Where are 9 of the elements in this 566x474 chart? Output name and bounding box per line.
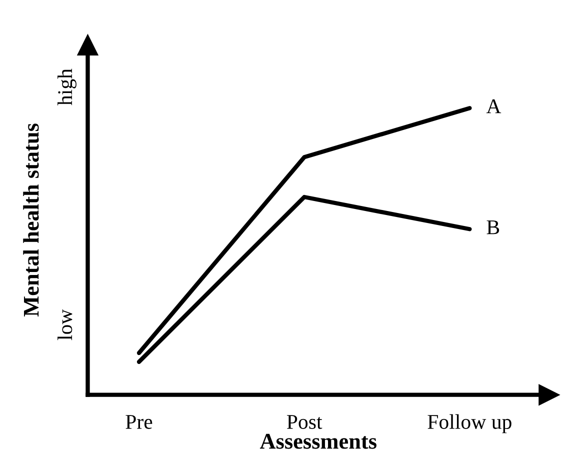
y-axis-title: Mental health status: [23, 124, 39, 316]
x-tick-label: Pre: [126, 415, 152, 429]
x-tick-label: Follow up: [428, 414, 512, 434]
text: low: [58, 309, 72, 340]
series-label: B: [486, 220, 500, 234]
series-label: A: [486, 99, 502, 114]
text: high: [57, 68, 76, 106]
x-tick-label: Post: [286, 415, 322, 429]
x-axis-title: Assessments: [260, 434, 376, 449]
